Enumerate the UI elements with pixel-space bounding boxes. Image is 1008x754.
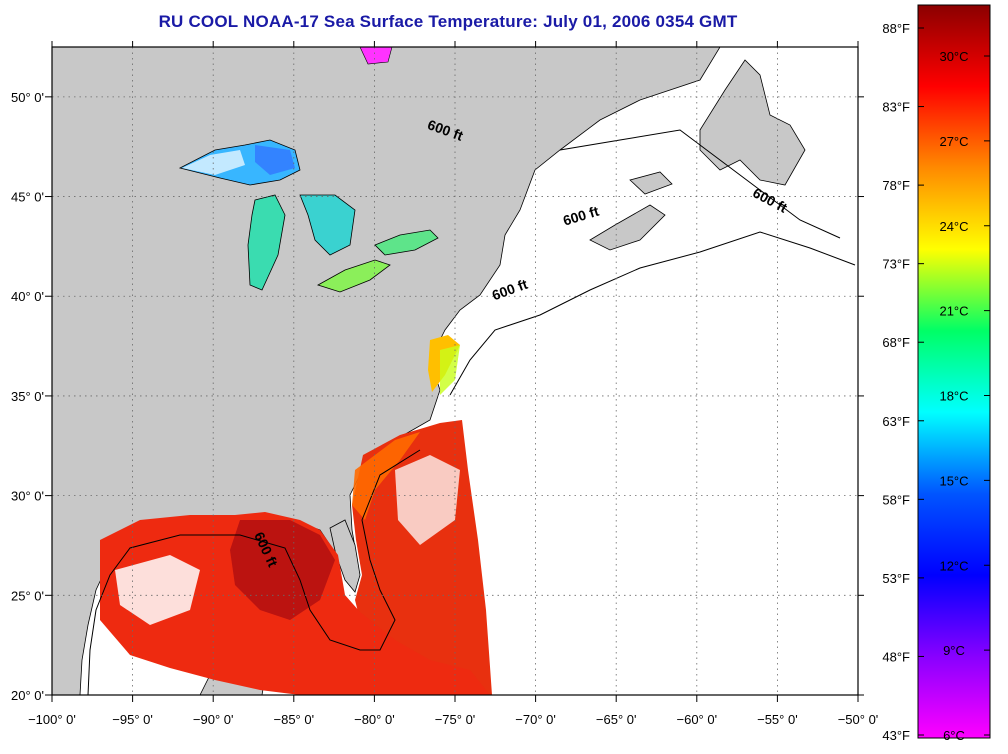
x-tick-label: −60° 0' xyxy=(677,712,718,727)
y-axis: 20° 0' 25° 0' 30° 0' 35° 0' 40° 0' 45° 0' 50° … xyxy=(11,90,864,703)
lake-huron xyxy=(299,194,356,256)
colorbar-fahrenheit-label: 83°F xyxy=(882,100,910,115)
colorbar-fahrenheit-label: 48°F xyxy=(882,649,910,664)
colorbar-fahrenheit-label: 68°F xyxy=(882,335,910,350)
bathymetry-600ft-contour xyxy=(87,129,856,695)
x-axis: −100° 0' −95° 0' −90° 0' −85° 0' −80° 0' −75°… xyxy=(28,41,878,727)
colorbar-celsius-label: 21°C xyxy=(939,304,968,319)
x-tick-label: −50° 0' xyxy=(838,712,879,727)
y-tick-label: 50° 0' xyxy=(11,90,44,105)
colorbar-celsius-label: 9°C xyxy=(943,643,965,658)
colorbar-fahrenheit-label: 88°F xyxy=(882,21,910,36)
colorbar-fahrenheit-label: 58°F xyxy=(882,492,910,507)
land-pei xyxy=(629,171,673,195)
colorbar-fahrenheit-label: 63°F xyxy=(882,414,910,429)
lake-erie xyxy=(316,259,391,293)
x-tick-label: −85° 0' xyxy=(274,712,315,727)
x-tick-label: −65° 0' xyxy=(596,712,637,727)
x-tick-label: −95° 0' xyxy=(112,712,153,727)
map-title: RU COOL NOAA-17 Sea Surface Temperature:… xyxy=(158,12,738,31)
sst-mid-atlantic-yellow xyxy=(440,345,460,395)
y-tick-label: 25° 0' xyxy=(11,588,44,603)
lake-ontario xyxy=(374,229,439,256)
colorbar-fahrenheit-label: 78°F xyxy=(882,178,910,193)
colorbar-fahrenheit-labels: 88°F 83°F 78°F 73°F 68°F 63°F 58°F 53°F 48°F 43°F xyxy=(882,21,924,743)
sst-cloud-patch xyxy=(115,555,200,625)
colorbar-celsius-label: 15°C xyxy=(939,473,968,488)
colorbar-celsius-label: 12°C xyxy=(939,558,968,573)
graticule xyxy=(52,47,858,695)
y-tick-label: 45° 0' xyxy=(11,190,44,205)
y-tick-label: 30° 0' xyxy=(11,489,44,504)
y-tick-label: 40° 0' xyxy=(11,289,44,304)
colorbar-fahrenheit-label: 73°F xyxy=(882,257,910,272)
x-tick-label: −75° 0' xyxy=(435,712,476,727)
sst-cloud-patch-2 xyxy=(395,455,460,545)
hudson-bay-fragment xyxy=(359,47,393,65)
lake-superior-east xyxy=(255,145,295,175)
y-tick-label: 20° 0' xyxy=(11,688,44,703)
colorbar-celsius-label: 27°C xyxy=(939,134,968,149)
x-tick-label: −80° 0' xyxy=(354,712,395,727)
lake-michigan xyxy=(247,194,286,291)
colorbar xyxy=(917,4,991,739)
y-tick-label: 35° 0' xyxy=(11,389,44,404)
x-tick-label: −55° 0' xyxy=(757,712,798,727)
colorbar-celsius-labels: 30°C 27°C 24°C 21°C 18°C 15°C 12°C 9°C 6°C xyxy=(939,49,990,743)
land-newfoundland xyxy=(699,59,806,186)
x-tick-label: −100° 0' xyxy=(28,712,76,727)
colorbar-fahrenheit-label: 53°F xyxy=(882,571,910,586)
colorbar-celsius-label: 18°C xyxy=(939,389,968,404)
land-nova-scotia xyxy=(589,204,666,251)
colorbar-celsius-label: 24°C xyxy=(939,219,968,234)
colorbar-celsius-label: 30°C xyxy=(939,49,968,64)
x-tick-label: −70° 0' xyxy=(515,712,556,727)
sst-nc-coast-orange xyxy=(352,432,420,520)
colorbar-fahrenheit-label: 43°F xyxy=(882,728,910,743)
colorbar-celsius-label: 6°C xyxy=(943,728,965,743)
x-tick-label: −90° 0' xyxy=(193,712,234,727)
